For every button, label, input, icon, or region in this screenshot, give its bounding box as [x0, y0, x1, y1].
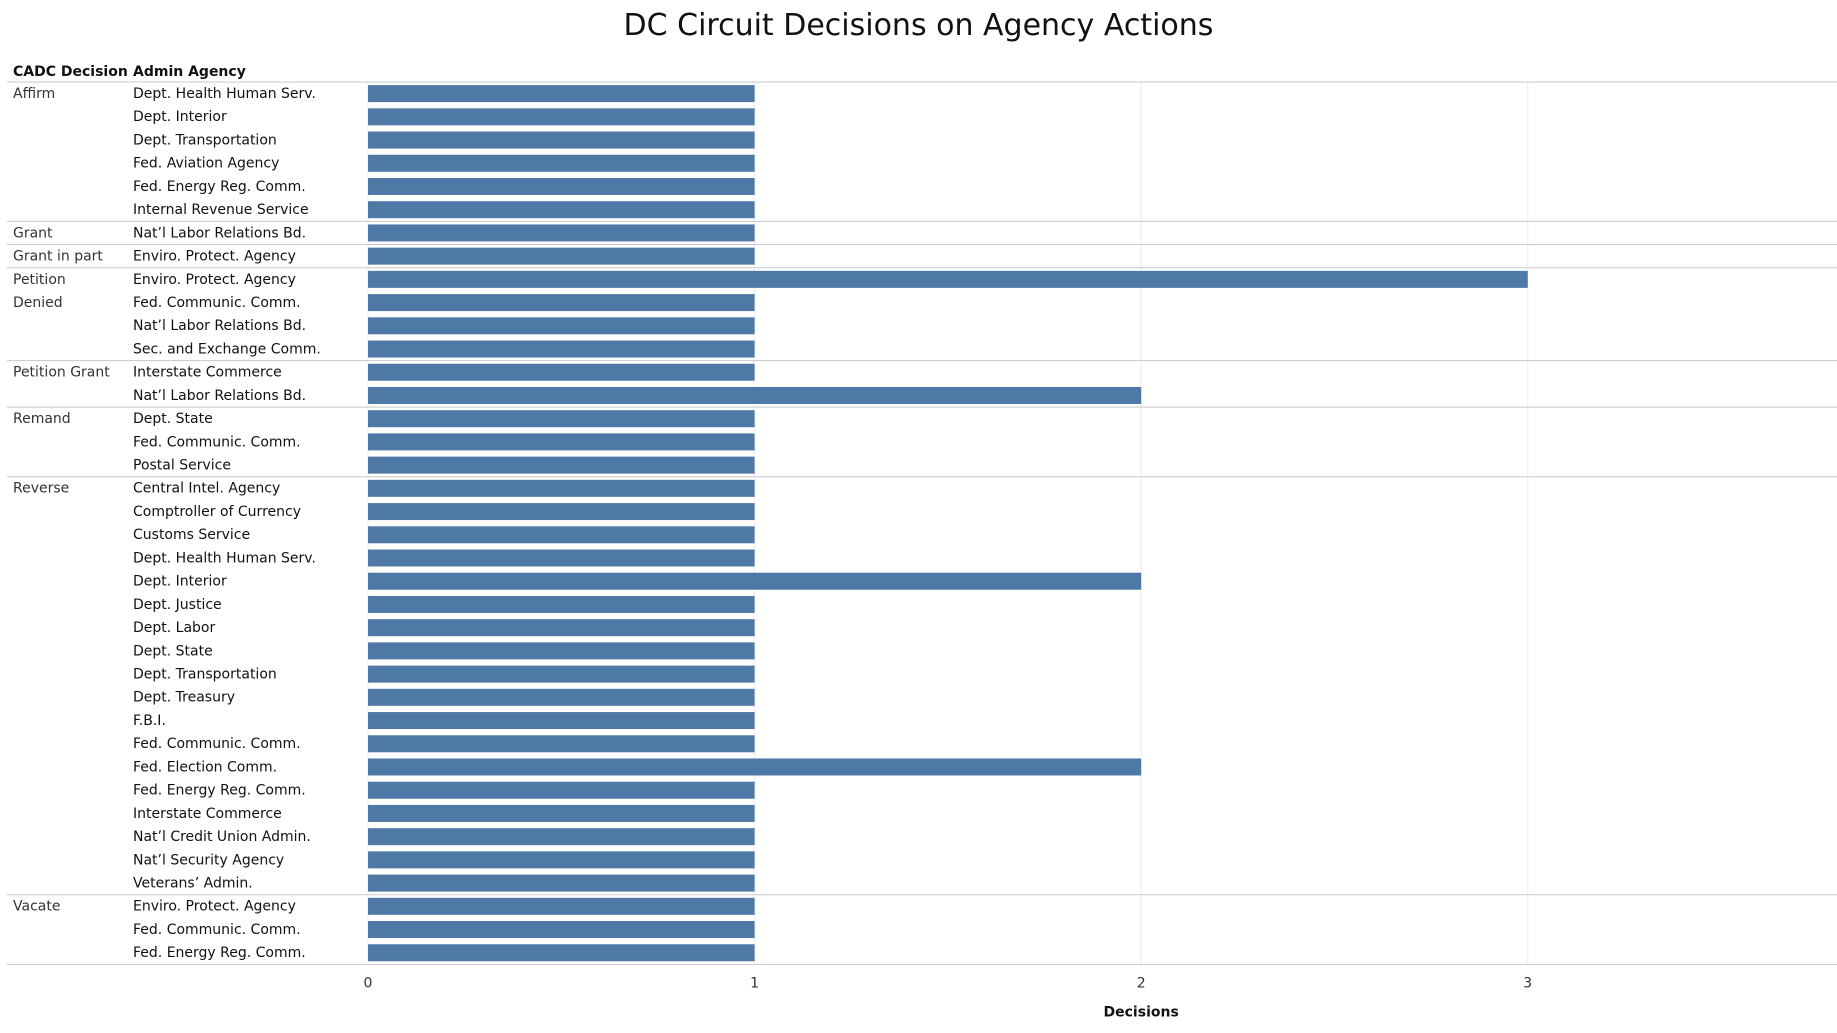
agency-label: Nat’l Labor Relations Bd. — [133, 318, 306, 334]
agency-label: Nat’l Credit Union Admin. — [133, 829, 311, 845]
bar — [368, 410, 755, 428]
bar — [368, 177, 755, 195]
bar — [368, 526, 755, 544]
agency-label: Dept. Interior — [133, 109, 227, 125]
agency-label: Central Intel. Agency — [133, 481, 280, 497]
group-label-cont: Denied — [13, 295, 63, 311]
bar — [368, 944, 755, 962]
bar — [368, 363, 755, 381]
agency-label: Dept. Interior — [133, 574, 227, 590]
bar — [368, 131, 755, 149]
bar — [368, 503, 755, 521]
group-label: Remand — [13, 411, 71, 427]
bar — [368, 735, 755, 753]
bar — [368, 270, 1528, 288]
agency-label: Dept. Treasury — [133, 690, 235, 706]
agency-label: Fed. Communic. Comm. — [133, 434, 301, 450]
bar — [368, 85, 755, 103]
agency-label: Nat’l Labor Relations Bd. — [133, 225, 306, 241]
agency-label: Internal Revenue Service — [133, 202, 309, 218]
bar — [368, 828, 755, 846]
bar — [368, 479, 755, 497]
agency-label: Customs Service — [133, 527, 250, 543]
bar — [368, 642, 755, 660]
agency-label: Dept. State — [133, 643, 213, 659]
bar — [368, 224, 755, 242]
row-header-admin-agency: Admin Agency — [133, 64, 246, 80]
bar — [368, 712, 755, 730]
bar — [368, 619, 755, 637]
agency-label: Dept. Labor — [133, 620, 216, 636]
group-label: Petition Grant — [13, 365, 110, 381]
agency-label: Fed. Aviation Agency — [133, 156, 279, 172]
x-tick-label: 2 — [1137, 975, 1146, 991]
bar — [368, 758, 1142, 776]
bar — [368, 549, 755, 567]
group-label: Vacate — [13, 899, 60, 915]
x-tick-label: 3 — [1523, 975, 1532, 991]
agency-label: Dept. Transportation — [133, 132, 277, 148]
agency-label: Fed. Energy Reg. Comm. — [133, 179, 306, 195]
bar — [368, 386, 1142, 404]
row-header-cadc-decision: CADC Decision — [13, 64, 128, 80]
group-label: Grant — [13, 225, 53, 241]
agency-label: Nat’l Labor Relations Bd. — [133, 388, 306, 404]
bar — [368, 897, 755, 915]
agency-label: Veterans’ Admin. — [133, 875, 253, 891]
bar — [368, 595, 755, 613]
bar — [368, 874, 755, 892]
bar — [368, 433, 755, 451]
bar — [368, 804, 755, 822]
agency-label: Fed. Communic. Comm. — [133, 736, 301, 752]
agency-label: Fed. Communic. Comm. — [133, 922, 301, 938]
agency-label: Enviro. Protect. Agency — [133, 249, 296, 265]
bar — [368, 247, 755, 265]
bar — [368, 572, 1142, 590]
bar — [368, 665, 755, 683]
agency-label: Dept. Health Human Serv. — [133, 86, 316, 102]
bar — [368, 317, 755, 335]
bar — [368, 921, 755, 939]
bar — [368, 340, 755, 358]
bar — [368, 851, 755, 869]
agency-label: F.B.I. — [133, 713, 166, 729]
group-label: Grant in part — [13, 249, 103, 265]
bar — [368, 201, 755, 219]
group-label: Petition — [13, 272, 66, 288]
agency-label: Dept. Justice — [133, 597, 222, 613]
agency-label: Interstate Commerce — [133, 806, 282, 822]
agency-label: Dept. Transportation — [133, 667, 277, 683]
agency-label: Dept. Health Human Serv. — [133, 550, 316, 566]
agency-label: Enviro. Protect. Agency — [133, 272, 296, 288]
x-tick-label: 0 — [364, 975, 373, 991]
x-tick-label: 1 — [750, 975, 759, 991]
agency-label: Sec. and Exchange Comm. — [133, 341, 321, 357]
group-label: Reverse — [13, 481, 69, 497]
agency-label: Nat’l Security Agency — [133, 852, 284, 868]
x-axis-label: Decisions — [1104, 1004, 1179, 1020]
group-label: Affirm — [13, 86, 55, 102]
agency-label: Postal Service — [133, 458, 231, 474]
bar — [368, 108, 755, 126]
agency-label: Comptroller of Currency — [133, 504, 301, 520]
agency-label: Fed. Election Comm. — [133, 759, 277, 775]
bar — [368, 781, 755, 799]
agency-label: Enviro. Protect. Agency — [133, 899, 296, 915]
agency-label: Fed. Energy Reg. Comm. — [133, 945, 306, 961]
bar — [368, 294, 755, 312]
bar — [368, 456, 755, 474]
agency-label: Fed. Energy Reg. Comm. — [133, 783, 306, 799]
agency-label: Dept. State — [133, 411, 213, 427]
agency-label: Interstate Commerce — [133, 365, 282, 381]
agency-label: Fed. Communic. Comm. — [133, 295, 301, 311]
chart-title: DC Circuit Decisions on Agency Actions — [623, 8, 1214, 43]
bar — [368, 154, 755, 172]
bar — [368, 688, 755, 706]
